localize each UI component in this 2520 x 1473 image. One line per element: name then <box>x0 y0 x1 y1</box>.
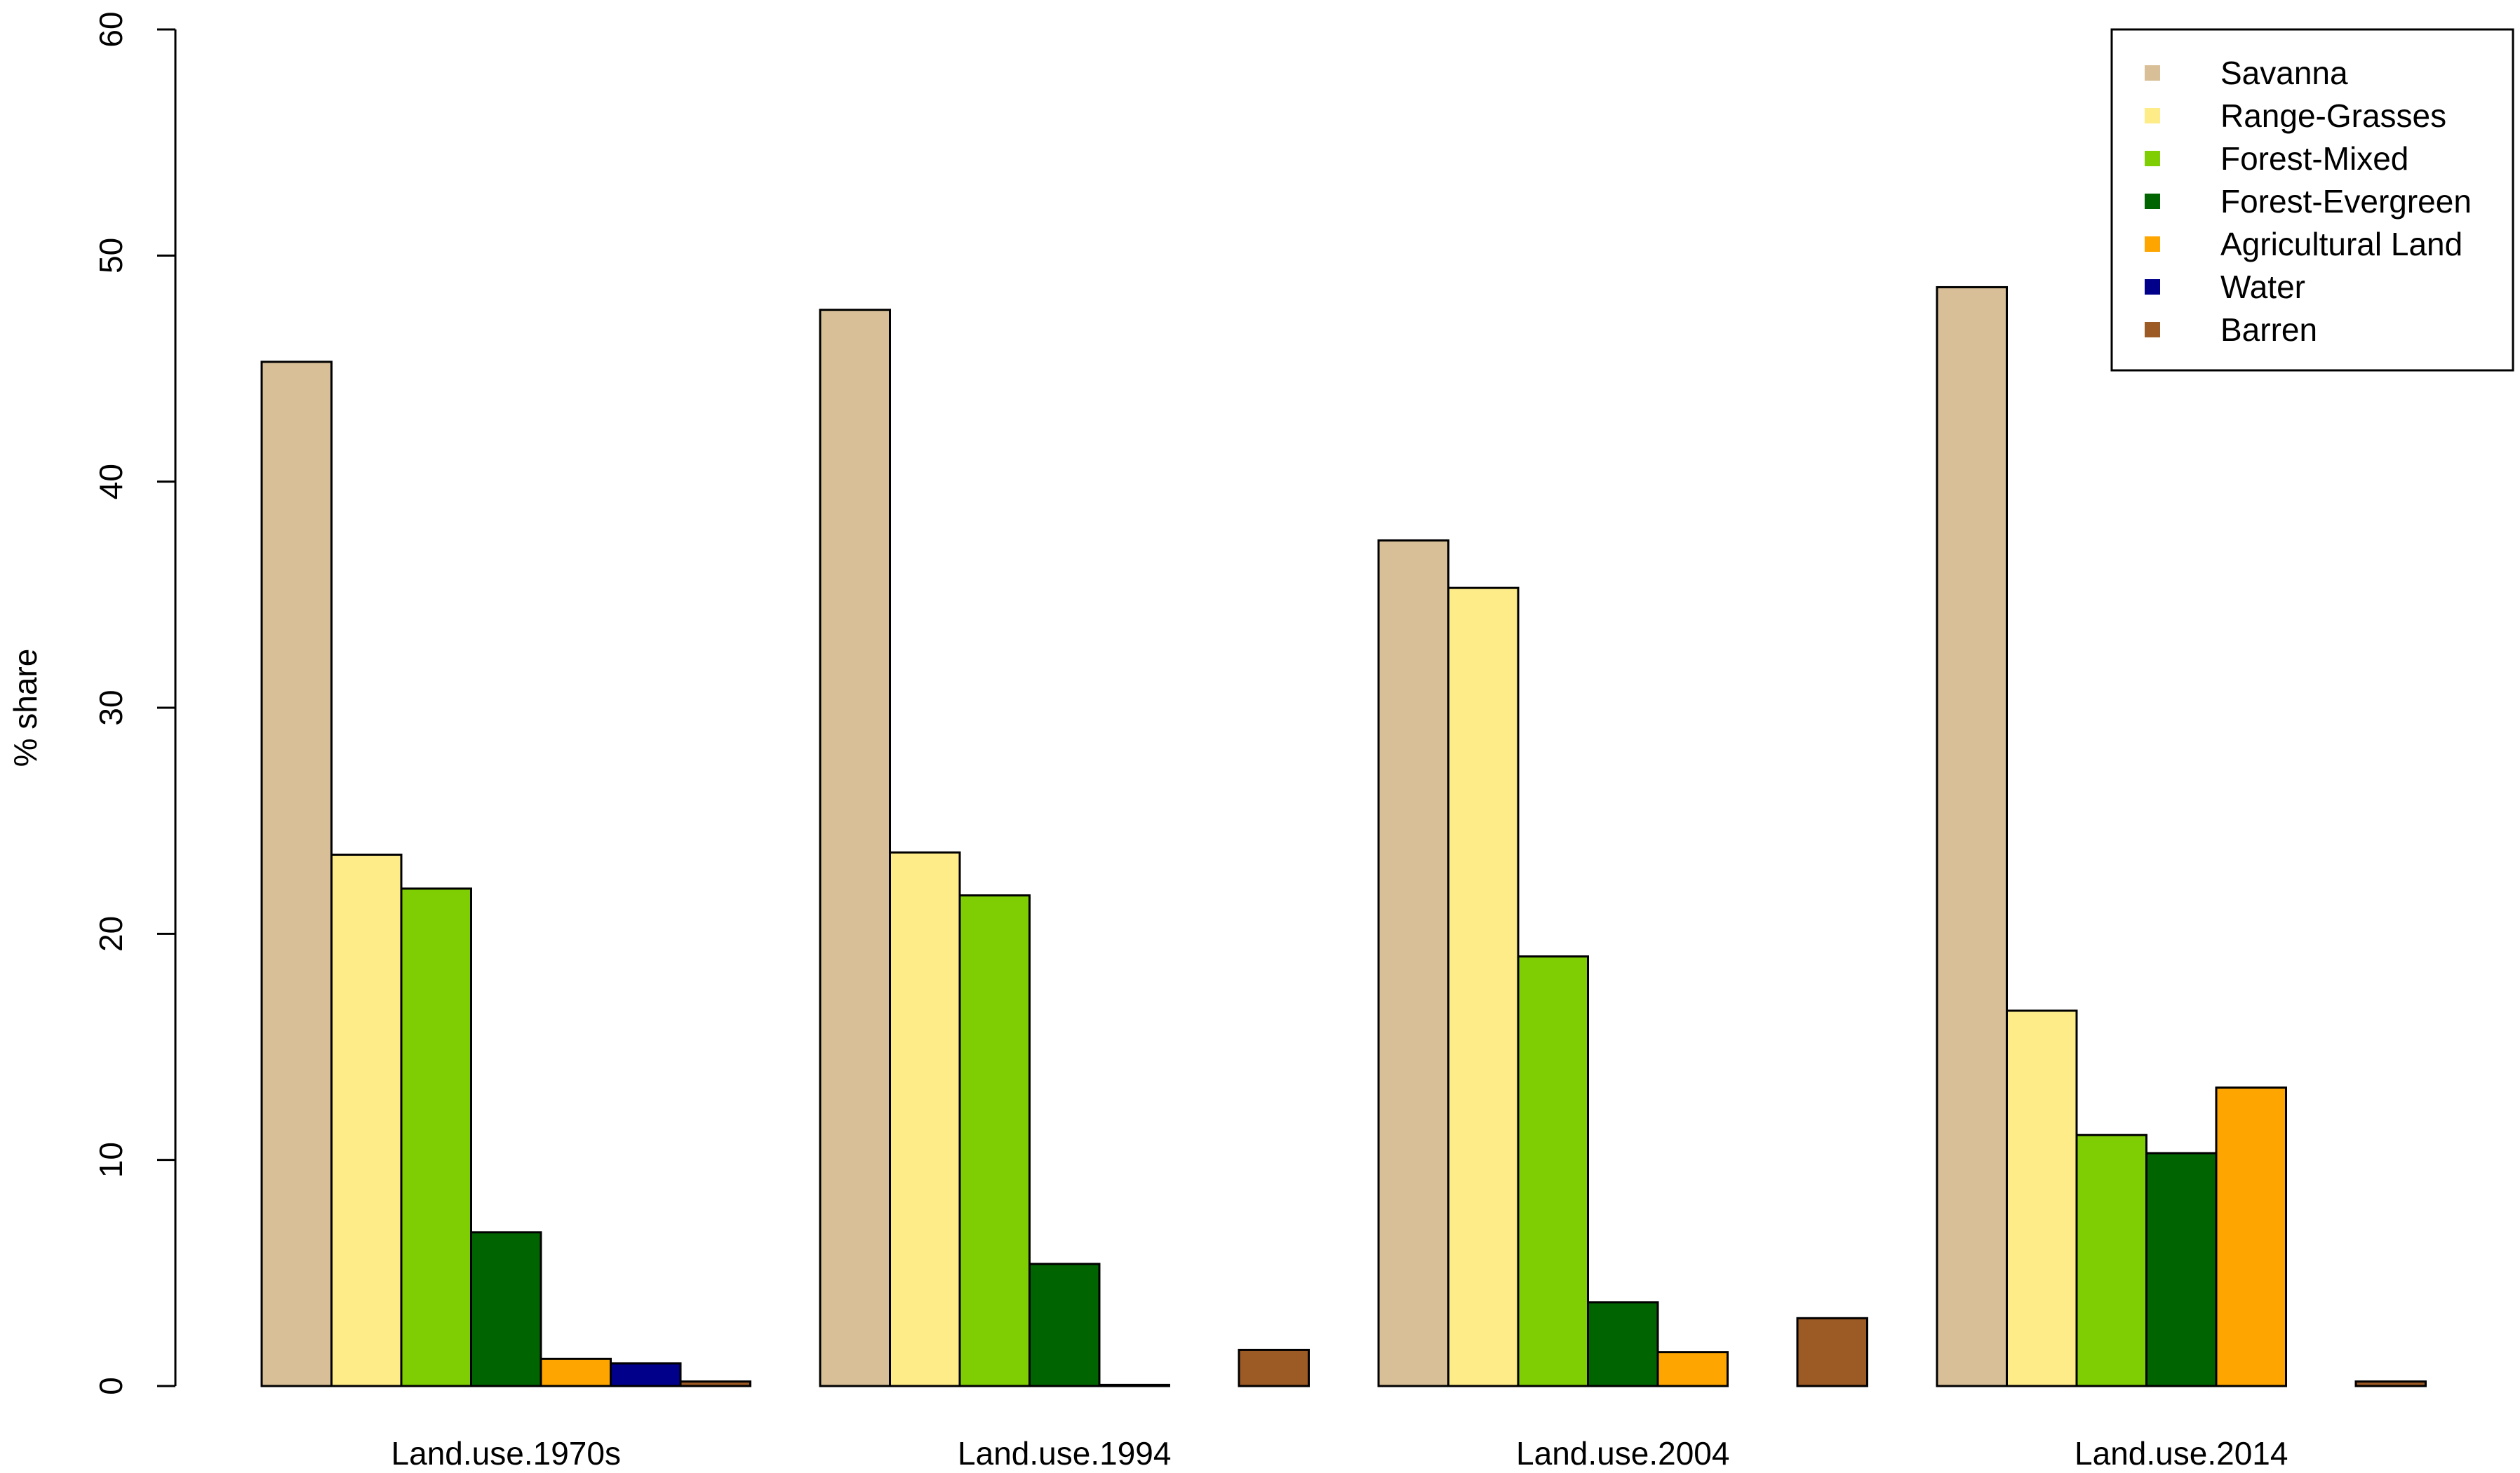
bar-barren-3 <box>1796 1317 1868 1387</box>
legend-label: Barren <box>2220 311 2317 348</box>
x-axis-labels: Land.use.1970s Land.use.1994 Land.use.2004… <box>391 1435 2288 1472</box>
bar-forest-mixed-3 <box>1517 955 1589 1387</box>
bar-forest-mixed-4 <box>2075 1134 2147 1387</box>
bar-agricultural-land-2 <box>1098 1383 1170 1387</box>
legend-swatch <box>2145 236 2160 252</box>
bar-barren-2 <box>1238 1348 1310 1387</box>
x-category-label: Land.use.2004 <box>1516 1435 1729 1472</box>
legend-label: Range-Grasses <box>2220 97 2446 134</box>
y-axis: 0 10 20 30 40 50 60 <box>93 11 177 1395</box>
bar-savanna-4 <box>1936 285 2008 1387</box>
legend-swatch <box>2145 65 2160 81</box>
legend-label: Agricultural Land <box>2220 226 2462 262</box>
bar-forest-mixed-2 <box>958 894 1031 1387</box>
y-tick-label: 0 <box>93 1377 129 1395</box>
bar-agricultural-land-4 <box>2215 1087 2287 1387</box>
bar-agricultural-land-3 <box>1656 1351 1729 1387</box>
bar-barren-4 <box>2354 1380 2427 1387</box>
x-category-label: Land.use.1994 <box>958 1435 1171 1472</box>
bar-forest-evergreen-1 <box>470 1231 542 1387</box>
bar-forest-evergreen-4 <box>2145 1152 2218 1387</box>
legend-swatch <box>2145 151 2160 166</box>
legend: Savanna Range-Grasses Forest-Mixed Forest-E… <box>2110 28 2514 372</box>
bar-range-grasses-4 <box>2006 1009 2078 1387</box>
legend-swatch <box>2145 194 2160 209</box>
bar-water-1 <box>610 1362 682 1387</box>
legend-swatch <box>2145 279 2160 295</box>
y-tick-label: 20 <box>93 916 129 952</box>
legend-box <box>2110 28 2514 372</box>
bar-barren-1 <box>679 1380 751 1387</box>
y-tick-label: 50 <box>93 238 129 274</box>
legend-label: Forest-Mixed <box>2220 140 2408 177</box>
bar-agricultural-land-1 <box>539 1357 612 1387</box>
bar-range-grasses-3 <box>1447 586 1520 1387</box>
bars <box>260 285 2427 1387</box>
legend-label: Savanna <box>2220 55 2348 91</box>
bar-range-grasses-2 <box>889 851 961 1387</box>
bar-forest-mixed-1 <box>400 887 472 1387</box>
bar-forest-evergreen-2 <box>1028 1263 1101 1387</box>
y-tick-label: 30 <box>93 690 129 725</box>
x-category-label: Land.use.1970s <box>391 1435 621 1472</box>
legend-label: Water <box>2220 269 2305 305</box>
y-tick-label: 10 <box>93 1142 129 1178</box>
y-tick-label: 60 <box>93 11 129 47</box>
bar-range-grasses-1 <box>330 854 403 1387</box>
legend-swatch <box>2145 108 2160 123</box>
bar-savanna-1 <box>260 361 333 1387</box>
y-tick-label: 40 <box>93 464 129 499</box>
bar-savanna-2 <box>819 309 891 1387</box>
legend-swatch <box>2145 322 2160 337</box>
y-axis-title: % share <box>7 649 43 767</box>
x-category-label: Land.use.2014 <box>2075 1435 2288 1472</box>
bar-forest-evergreen-3 <box>1587 1301 1659 1387</box>
legend-label: Forest-Evergreen <box>2220 183 2472 220</box>
bar-savanna-3 <box>1377 539 1449 1387</box>
